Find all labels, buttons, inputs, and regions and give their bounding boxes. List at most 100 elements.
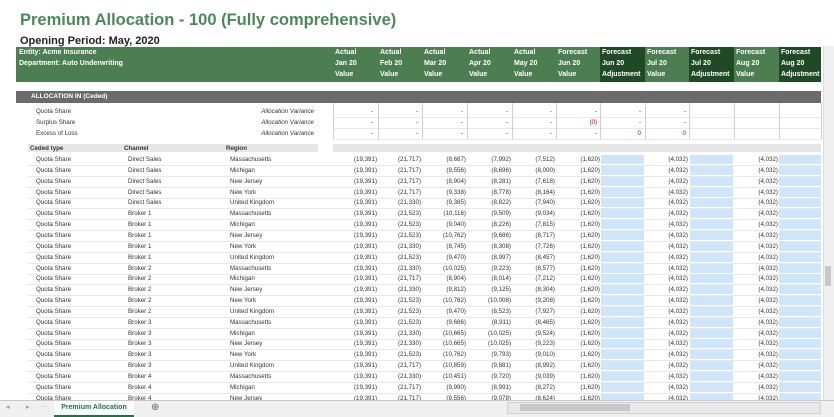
adjustment-input-cell[interactable] xyxy=(601,188,644,197)
adjustment-input-cell[interactable] xyxy=(690,372,733,381)
adjustment-input-cell[interactable] xyxy=(779,296,821,305)
adjustment-input-cell[interactable] xyxy=(690,264,733,273)
adjustment-input-cell[interactable] xyxy=(690,198,733,207)
adjustment-input-cell[interactable] xyxy=(601,318,644,327)
adjustment-input-cell[interactable] xyxy=(601,361,644,370)
adjustment-input-cell[interactable] xyxy=(601,285,644,294)
adjustment-input-cell[interactable] xyxy=(601,198,644,207)
value-cell: (4,032) xyxy=(668,254,688,261)
value-cell: (4,032) xyxy=(668,395,688,402)
row-channel: Direct Sales xyxy=(128,156,162,163)
value-cell: (9,720) xyxy=(491,373,511,380)
adjustment-input-cell[interactable] xyxy=(601,296,644,305)
adjustment-input-cell[interactable] xyxy=(690,361,733,370)
adjustment-input-cell[interactable] xyxy=(690,220,733,229)
column-header-line: Forecast xyxy=(558,49,588,56)
adjustment-input-cell[interactable] xyxy=(601,274,644,283)
adjustment-input-cell[interactable] xyxy=(601,220,644,229)
variance-cell: - xyxy=(415,108,418,115)
grid-line xyxy=(734,103,735,139)
adjustment-input-cell[interactable] xyxy=(601,242,644,251)
row-divider xyxy=(28,241,821,242)
adjustment-input-cell[interactable] xyxy=(779,177,821,186)
adjustment-input-cell[interactable] xyxy=(779,231,821,240)
value-cell: (4,032) xyxy=(668,297,688,304)
adjustment-input-cell[interactable] xyxy=(601,339,644,348)
adjustment-input-cell[interactable] xyxy=(690,231,733,240)
adjustment-input-cell[interactable] xyxy=(779,318,821,327)
adjustment-input-cell[interactable] xyxy=(779,329,821,338)
variance-cell: - xyxy=(415,130,418,137)
adjustment-input-cell[interactable] xyxy=(779,242,821,251)
adjustment-input-cell[interactable] xyxy=(779,220,821,229)
adjustment-input-cell[interactable] xyxy=(779,198,821,207)
value-cell: (4,032) xyxy=(668,384,688,391)
value-cell: (4,032) xyxy=(668,232,688,239)
row-channel: Direct Sales xyxy=(128,189,162,196)
next-sheet-icon[interactable]: ▸ xyxy=(26,404,30,411)
value-cell: (8,696) xyxy=(491,167,511,174)
adjustment-input-cell[interactable] xyxy=(690,383,733,392)
row-channel: Broker 4 xyxy=(128,384,152,391)
adjustment-input-cell[interactable] xyxy=(779,166,821,175)
adjustment-input-cell[interactable] xyxy=(690,307,733,316)
vertical-scroll-thumb[interactable] xyxy=(825,266,831,286)
sheet-tab-premium-allocation[interactable]: Premium Allocation xyxy=(54,401,134,417)
adjustment-input-cell[interactable] xyxy=(779,372,821,381)
adjustment-input-cell[interactable] xyxy=(779,285,821,294)
variance-cell: - xyxy=(594,108,597,115)
adjustment-input-cell[interactable] xyxy=(690,285,733,294)
value-cell: (8,304) xyxy=(535,286,555,293)
adjustment-input-cell[interactable] xyxy=(779,383,821,392)
adjustment-input-cell[interactable] xyxy=(690,318,733,327)
value-cell: (21,717) xyxy=(397,362,421,369)
adjustment-input-cell[interactable] xyxy=(601,307,644,316)
adjustment-input-cell[interactable] xyxy=(690,274,733,283)
adjustment-input-cell[interactable] xyxy=(601,329,644,338)
adjustment-input-cell[interactable] xyxy=(690,177,733,186)
grid-line xyxy=(600,103,601,139)
adjustment-input-cell[interactable] xyxy=(690,253,733,262)
adjustment-input-cell[interactable] xyxy=(690,166,733,175)
adjustment-input-cell[interactable] xyxy=(690,339,733,348)
adjustment-input-cell[interactable] xyxy=(601,350,644,359)
adjustment-input-cell[interactable] xyxy=(601,383,644,392)
adjustment-input-cell[interactable] xyxy=(601,372,644,381)
horizontal-scroll-thumb[interactable] xyxy=(520,404,630,411)
row-divider xyxy=(333,128,821,129)
adjustment-input-cell[interactable] xyxy=(690,155,733,164)
adjustment-input-cell[interactable] xyxy=(779,209,821,218)
adjustment-input-cell[interactable] xyxy=(601,264,644,273)
add-sheet-icon[interactable]: ⊕ xyxy=(151,402,160,413)
adjustment-input-cell[interactable] xyxy=(779,361,821,370)
adjustment-input-cell[interactable] xyxy=(690,209,733,218)
adjustment-input-cell[interactable] xyxy=(779,274,821,283)
adjustment-input-cell[interactable] xyxy=(690,394,733,403)
adjustment-input-cell[interactable] xyxy=(779,264,821,273)
adjustment-input-cell[interactable] xyxy=(690,329,733,338)
adjustment-input-cell[interactable] xyxy=(601,209,644,218)
adjustment-input-cell[interactable] xyxy=(779,394,821,403)
adjustment-input-cell[interactable] xyxy=(690,188,733,197)
adjustment-input-cell[interactable] xyxy=(690,242,733,251)
more-sheets-icon[interactable]: … xyxy=(40,402,47,409)
value-cell: (1,620) xyxy=(580,319,600,326)
adjustment-input-cell[interactable] xyxy=(690,350,733,359)
adjustment-input-cell[interactable] xyxy=(601,394,644,403)
adjustment-input-cell[interactable] xyxy=(690,296,733,305)
prev-sheet-icon[interactable]: ◂ xyxy=(6,404,10,411)
adjustment-input-cell[interactable] xyxy=(779,188,821,197)
adjustment-input-cell[interactable] xyxy=(601,166,644,175)
row-ceded-type: Quota Share xyxy=(36,286,72,293)
adjustment-input-cell[interactable] xyxy=(779,307,821,316)
adjustment-input-cell[interactable] xyxy=(601,155,644,164)
adjustment-input-cell[interactable] xyxy=(601,231,644,240)
adjustment-input-cell[interactable] xyxy=(779,339,821,348)
adjustment-input-cell[interactable] xyxy=(601,253,644,262)
adjustment-input-cell[interactable] xyxy=(779,350,821,359)
adjustment-input-cell[interactable] xyxy=(779,155,821,164)
adjustment-input-cell[interactable] xyxy=(601,177,644,186)
vertical-scrollbar[interactable] xyxy=(823,46,834,400)
adjustment-input-cell[interactable] xyxy=(779,253,821,262)
row-divider xyxy=(333,117,821,118)
